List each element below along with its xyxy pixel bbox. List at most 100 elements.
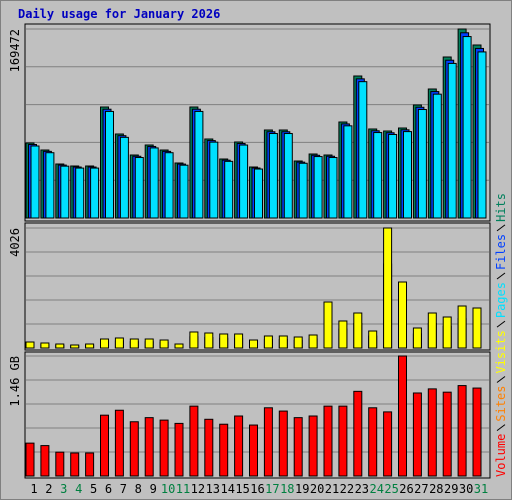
bar — [25, 442, 35, 477]
x-tick-label: 3 — [60, 482, 67, 496]
bar — [129, 338, 139, 349]
x-tick-label: 12 — [191, 482, 205, 496]
bar — [55, 451, 65, 477]
bar — [298, 162, 308, 219]
bar — [442, 316, 452, 349]
x-tick-label: 17 — [265, 482, 279, 496]
bar — [85, 452, 95, 477]
legend-separator — [496, 320, 506, 328]
bar — [249, 424, 258, 477]
bar — [60, 165, 70, 219]
x-tick-label: 24 — [369, 482, 383, 496]
bar — [114, 337, 124, 349]
bar — [293, 336, 303, 349]
bar — [368, 407, 378, 477]
bar — [462, 36, 472, 219]
x-tick-label: 1 — [30, 482, 37, 496]
bar — [323, 301, 333, 349]
bar — [149, 147, 159, 219]
bar — [383, 411, 393, 477]
legend-entry: Visits — [494, 330, 508, 373]
bar — [194, 110, 204, 219]
bar — [159, 419, 169, 477]
bar — [308, 415, 318, 477]
bar — [268, 133, 278, 219]
bar — [119, 136, 129, 219]
bar — [263, 335, 273, 349]
x-tick-label: 20 — [310, 482, 324, 496]
bar — [442, 391, 452, 477]
x-tick-label: 22 — [340, 482, 354, 496]
x-tick-label: 8 — [135, 482, 142, 496]
x-tick-label: 11 — [176, 482, 190, 496]
bar — [159, 339, 169, 349]
bar — [457, 305, 467, 349]
bar — [25, 341, 35, 349]
legend-entry: Pages — [494, 282, 508, 318]
bar — [308, 334, 318, 349]
bar — [388, 133, 398, 219]
bar — [234, 333, 244, 349]
bar — [40, 342, 50, 349]
bar — [283, 133, 293, 219]
x-tick-label: 15 — [235, 482, 249, 496]
bar — [457, 385, 467, 477]
bar — [477, 51, 487, 219]
legend-separator — [496, 424, 506, 432]
bar — [209, 141, 219, 219]
bar — [417, 109, 427, 219]
bar — [164, 152, 174, 219]
x-tick-label: 9 — [150, 482, 157, 496]
x-tick-label: 2 — [45, 482, 52, 496]
legend-separator — [496, 224, 506, 232]
bar — [134, 157, 144, 219]
bar — [293, 417, 303, 477]
bar — [45, 152, 55, 219]
x-tick-label: 30 — [459, 482, 473, 496]
bar — [114, 409, 124, 477]
bar — [224, 160, 234, 219]
bar — [412, 392, 422, 477]
bar — [353, 312, 363, 349]
bar — [472, 387, 482, 477]
bar — [278, 335, 288, 349]
bar — [398, 281, 407, 349]
bar — [278, 410, 288, 477]
bar — [144, 338, 154, 349]
bar — [353, 390, 363, 477]
bar — [323, 405, 333, 477]
x-tick-label: 28 — [429, 482, 443, 496]
bar — [179, 164, 189, 219]
x-tick-label: 26 — [399, 482, 413, 496]
bar — [144, 417, 154, 477]
bar — [234, 415, 244, 477]
bar — [70, 344, 80, 349]
bar — [100, 414, 109, 477]
bar — [249, 339, 258, 349]
bar — [263, 407, 273, 477]
bar — [427, 388, 437, 477]
bar — [75, 167, 85, 219]
bar — [105, 110, 114, 219]
bar — [129, 421, 139, 477]
legend-entry: Hits — [494, 193, 508, 222]
x-tick-label: 19 — [295, 482, 309, 496]
panel-frame — [24, 222, 491, 351]
bar — [343, 125, 353, 219]
x-tick-label: 14 — [220, 482, 234, 496]
y-tick-label: 169472 — [8, 29, 22, 72]
bar — [189, 405, 199, 477]
bar — [85, 343, 95, 349]
bar — [383, 227, 393, 349]
legend-entry: Sites — [494, 386, 508, 422]
x-tick-label: 25 — [384, 482, 398, 496]
bar — [358, 81, 368, 219]
bar — [403, 131, 412, 219]
bar — [55, 343, 65, 349]
bar — [219, 423, 229, 477]
bar — [447, 62, 457, 219]
x-tick-label: 13 — [206, 482, 220, 496]
x-tick-label: 23 — [355, 482, 369, 496]
bar — [70, 452, 80, 477]
